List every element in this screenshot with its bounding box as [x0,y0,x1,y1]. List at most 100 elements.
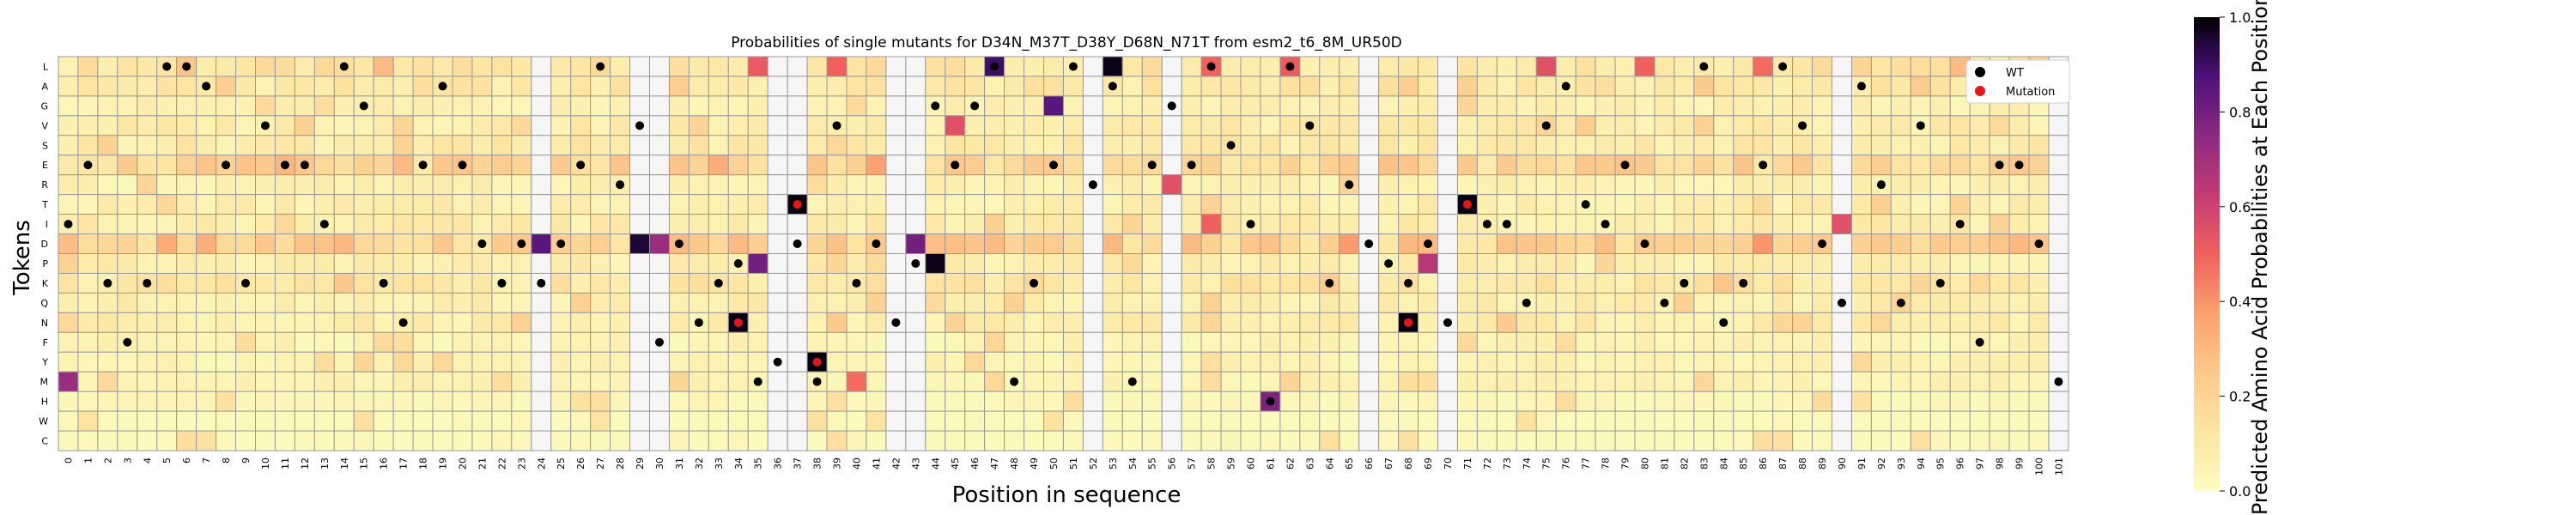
x-tick-label: 14 [339,457,350,470]
wt-marker [1759,161,1768,170]
heatmap-cell [1870,312,1892,333]
heatmap-cell [235,292,256,313]
heatmap-cell [1496,430,1517,451]
heatmap-cell [2028,214,2050,235]
wt-marker [398,318,408,327]
heatmap-cell [1614,194,1636,215]
heatmap-cell [1516,135,1537,156]
heatmap-cell [806,95,828,117]
heatmap-cell [77,272,99,294]
heatmap-cell [1024,115,1045,136]
heatmap-cell [1181,76,1202,97]
heatmap-cell [1279,351,1301,373]
heatmap-cell [1418,253,1439,274]
heatmap-cell [1398,233,1419,254]
heatmap-cell [846,233,867,254]
heatmap-cell [137,135,158,156]
heatmap-cell [1043,214,1064,235]
heatmap-cell [1004,272,1025,294]
heatmap-cell [866,135,887,156]
heatmap-cell [629,371,650,392]
wt-marker [1424,239,1433,249]
mutation-marker [1462,200,1472,209]
heatmap-cell [846,214,867,235]
heatmap-cell [1398,76,1419,97]
heatmap-cell [1654,135,1675,156]
heatmap-cell [1733,135,1754,156]
heatmap-cell [1674,391,1695,412]
heatmap-cell [1161,430,1182,451]
heatmap-cell [1850,272,1872,294]
heatmap-cell [156,76,178,97]
heatmap-cell [117,115,138,136]
heatmap-cell [1772,430,1794,451]
heatmap-cell [1516,312,1537,333]
heatmap-cell [1220,312,1242,333]
heatmap-cell [1024,410,1045,432]
heatmap-cell [964,430,986,451]
heatmap-cell [747,214,769,235]
heatmap-cell [1733,312,1754,333]
heatmap-cell [137,56,158,77]
heatmap-cell [452,391,473,412]
heatmap-cell [1319,194,1340,215]
heatmap-cell [570,312,592,333]
heatmap-cell [727,272,749,294]
heatmap-cell [471,95,493,117]
heatmap-cell [1792,371,1814,392]
heatmap-cell [156,194,178,215]
heatmap-cell [1674,135,1695,156]
heatmap-cell [1102,95,1123,117]
heatmap-cell [176,371,197,392]
heatmap-cell [412,56,434,77]
heatmap-cell [176,272,197,294]
heatmap-cell [216,253,237,274]
heatmap-cell [1949,351,1971,373]
heatmap-cell [570,76,592,97]
heatmap-cell [1279,233,1301,254]
heatmap-cell [1890,76,1911,97]
heatmap-cell [1121,312,1143,333]
heatmap-cell [1890,135,1911,156]
heatmap-cell [905,272,927,294]
x-tick-label: 52 [1088,457,1099,470]
heatmap-cell [1832,154,1852,176]
wt-marker [1404,278,1413,288]
heatmap-cell [590,272,611,294]
heatmap-cell [1575,233,1596,254]
heatmap-cell [1516,351,1537,373]
heatmap-cell [649,410,670,432]
heatmap-cell [1929,76,1951,97]
heatmap-cell [826,351,848,373]
heatmap-cell [1634,331,1656,353]
heatmap-cell [767,76,788,97]
heatmap-cell [1062,95,1084,117]
heatmap-cell [1595,194,1616,215]
heatmap-cell [1595,95,1616,117]
x-tick-label: 44 [930,457,941,470]
heatmap-cell [1516,253,1537,274]
heatmap-cell [373,312,394,333]
heatmap-cell [1418,430,1439,451]
heatmap-cell [1555,56,1577,77]
heatmap-cell [1654,371,1675,392]
heatmap-cell [945,430,966,451]
heatmap-cell [688,272,709,294]
heatmap-cell [313,174,335,196]
x-tick-label: 94 [1916,457,1927,470]
heatmap-cell [1004,430,1025,451]
heatmap-cell [1850,214,1872,235]
heatmap-cell [1240,233,1261,254]
heatmap-cell [1496,371,1517,392]
heatmap-cell [1733,95,1754,117]
wt-marker [123,337,132,347]
x-axis-label: Position in sequence [952,482,1182,508]
wt-marker [438,82,447,91]
heatmap-cell [1476,351,1498,373]
heatmap-cell [964,292,986,313]
heatmap-cell [1969,233,1990,254]
heatmap-cell [216,430,237,451]
heatmap-cell [313,233,335,254]
heatmap-cell [511,95,532,117]
